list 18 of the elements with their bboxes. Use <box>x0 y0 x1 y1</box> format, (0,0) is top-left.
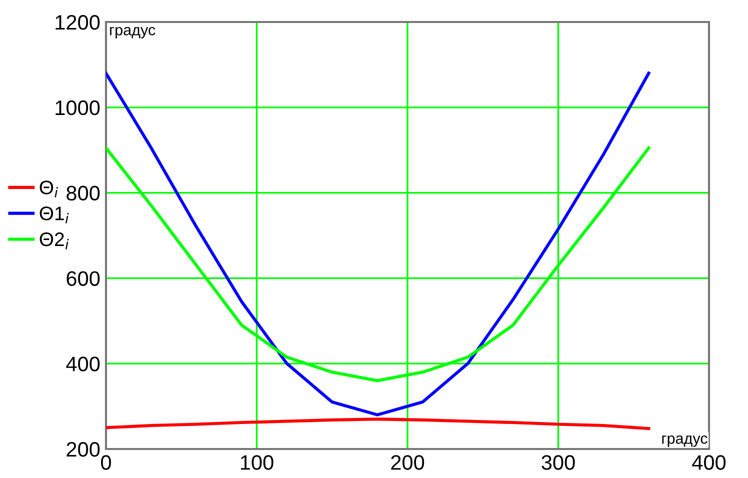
y-axis-title: градус <box>110 26 156 38</box>
x-tick-label: 300 <box>542 455 575 470</box>
legend-label: Θ2$_{i}$ <box>40 232 69 250</box>
y-tick-label: 1200 <box>56 15 100 30</box>
legend-label: Θ$_{i}$ <box>40 180 58 198</box>
x-tick-label: 400 <box>692 455 726 470</box>
x-tick-label: 100 <box>240 455 274 470</box>
y-tick-label: 200 <box>66 442 100 457</box>
y-tick-label: 600 <box>66 271 100 286</box>
legend-label: Θ1$_{i}$ <box>40 206 69 224</box>
line-series <box>106 72 650 416</box>
x-axis-title: градус <box>662 435 708 447</box>
x-tick-label: 0 <box>101 455 111 470</box>
x-tick-label: 200 <box>391 455 424 470</box>
y-tick-label: 400 <box>66 356 100 372</box>
y-tick-label: 800 <box>66 186 100 201</box>
line-series <box>106 418 650 430</box>
y-tick-label: 1000 <box>56 100 100 116</box>
